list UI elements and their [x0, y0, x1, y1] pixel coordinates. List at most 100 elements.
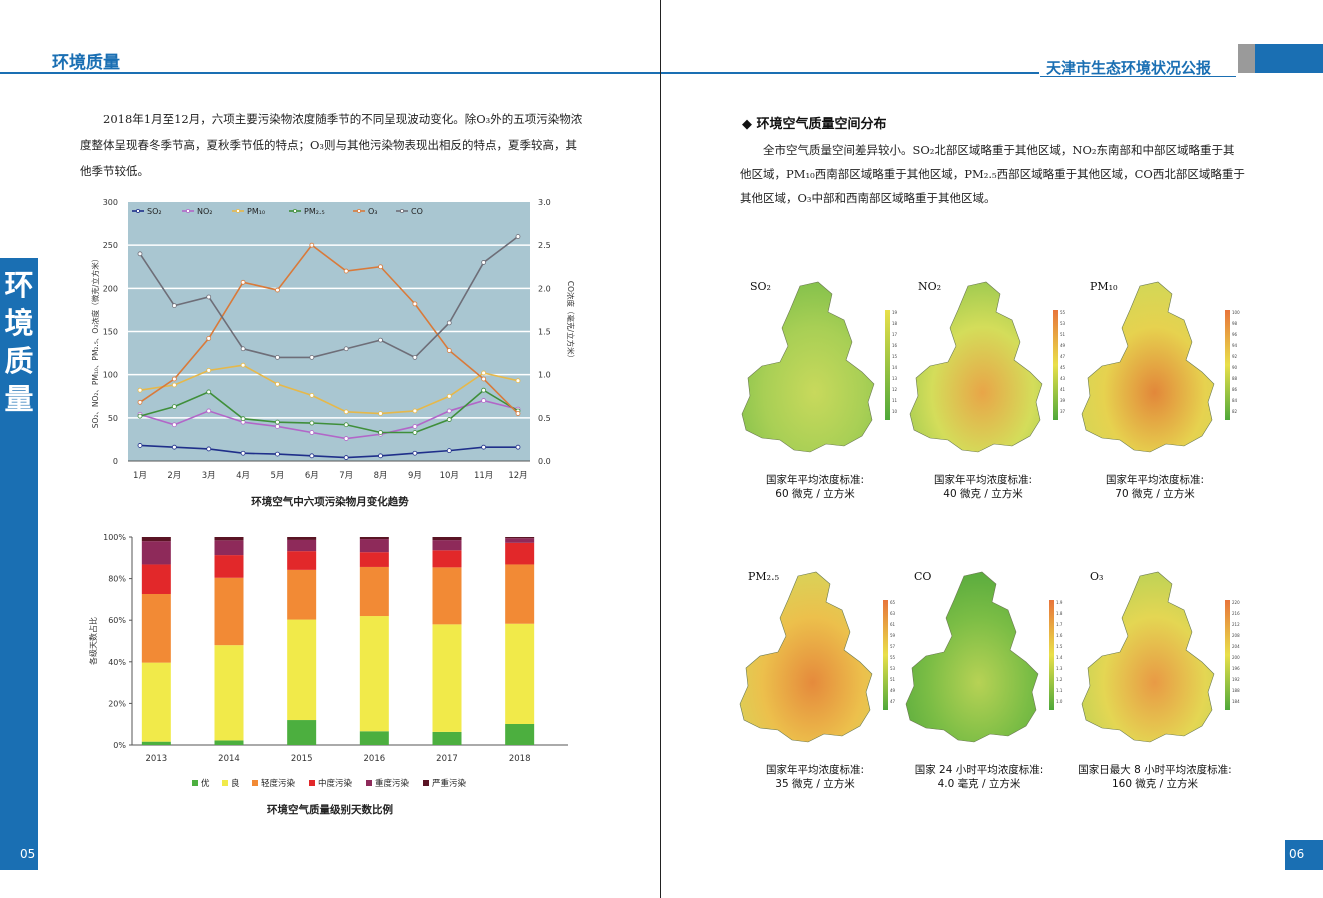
map-scale-tick: 55	[890, 655, 896, 660]
data-point	[309, 453, 315, 459]
data-point	[309, 392, 315, 398]
data-point	[137, 387, 143, 393]
header-rule-right-short	[1040, 76, 1236, 77]
y2-axis-title: CO浓度（毫克/立方米）	[566, 281, 576, 362]
bar-segment-优	[287, 720, 317, 745]
legend-swatch	[309, 780, 315, 786]
map-color-scale	[885, 310, 890, 420]
map-scale-tick: 204	[1232, 644, 1240, 649]
map-region	[909, 281, 1043, 453]
map-scale-tick: 188	[1232, 688, 1240, 693]
page-number-right-box	[1285, 840, 1323, 870]
y-tick-label: 80%	[108, 575, 126, 584]
x-tick-label: 7月	[339, 471, 353, 481]
data-point	[275, 419, 280, 425]
data-point	[343, 455, 349, 460]
map-scale-tick: 53	[890, 666, 896, 671]
data-point	[206, 367, 212, 373]
x-tick-label: 2016	[364, 754, 386, 764]
map-scale-tick: 45	[1060, 365, 1066, 370]
section-line-3: 其他区域，O₃中部和西南部区域略重于其他区域。	[740, 191, 996, 205]
map-standard-line1: 国家年平均浓度标准:	[765, 474, 865, 486]
data-point	[275, 354, 280, 360]
data-point	[206, 408, 212, 414]
map-scale-tick: 19	[892, 310, 898, 315]
bar-segment-良	[214, 645, 244, 741]
data-point	[343, 436, 349, 441]
map-pollutant-label: PM₂.₅	[748, 570, 779, 583]
map-scale-tick: 18	[892, 321, 898, 326]
y-tick-label: 300	[103, 198, 118, 207]
x-tick-label: 2017	[436, 754, 458, 764]
data-point	[309, 420, 315, 426]
map-standard-line1: 国家年平均浓度标准:	[1105, 474, 1205, 486]
map-pollutant-label: CO	[914, 570, 932, 583]
bar-segment-中度污染	[432, 550, 462, 568]
map-scale-tick: 59	[890, 633, 896, 638]
header-rule-right	[661, 72, 1039, 74]
map-region	[905, 571, 1039, 743]
data-point	[446, 448, 452, 454]
monthly-trend-line-chart: 0 0.0 50 0.5 100 1.0 150 1.5 200 2.0 250 2.5 300 3.0 1…	[90, 198, 576, 481]
data-point	[378, 430, 383, 435]
sidebar-band	[0, 258, 38, 870]
x-tick-label: 2018	[509, 754, 531, 764]
legend-marker	[235, 208, 240, 213]
map-shape	[905, 571, 1039, 743]
map-scale-tick: 49	[1060, 343, 1066, 348]
map-scale-tick: 1.4	[1056, 655, 1063, 660]
bar-segment-优	[141, 741, 171, 745]
bar-segment-轻度污染	[214, 577, 244, 646]
y2-tick-label: 1.5	[538, 328, 551, 337]
data-point	[481, 398, 487, 403]
data-point	[515, 378, 521, 384]
page-divider	[660, 0, 661, 898]
map-standard-line2: 70 微克 / 立方米	[1115, 488, 1195, 500]
y2-tick-label: 3.0	[538, 198, 551, 207]
map-scale-tick: 47	[890, 699, 896, 704]
data-point	[343, 268, 349, 274]
map-scale-tick: 63	[890, 611, 896, 616]
data-point	[515, 411, 521, 416]
legend-label: 中度污染	[318, 778, 353, 789]
bar-segment-严重污染	[214, 537, 244, 541]
map-standard-line2: 160 微克 / 立方米	[1111, 778, 1199, 790]
map-scale-tick: 1.5	[1056, 644, 1063, 649]
data-point	[343, 346, 349, 352]
data-point	[446, 393, 452, 399]
legend-label: CO	[411, 207, 423, 216]
map-scale-tick: 43	[1060, 376, 1066, 381]
map-scale-tick: 49	[890, 688, 896, 693]
map-standard-caption: 国家年平均浓度标准: 35 微克 / 立方米	[730, 763, 900, 791]
data-point	[171, 376, 177, 382]
data-point	[378, 411, 383, 416]
y-axis-title: SO₂、NO₂、PM₁₀、PM₂.₅、O₃浓度（微克/立方米）	[90, 255, 100, 429]
map-standard-line1: 国家年平均浓度标准:	[933, 474, 1033, 486]
section-title: ◆ 环境空气质量空间分布	[742, 117, 887, 132]
map-scale-tick: 57	[890, 644, 896, 649]
data-point	[309, 242, 315, 248]
x-tick-label: 6月	[305, 471, 319, 481]
map-pollutant-label: SO₂	[750, 280, 771, 293]
x-tick-label: 3月	[202, 471, 216, 481]
x-tick-label: 10月	[440, 471, 459, 481]
data-point	[412, 424, 418, 429]
map-scale-tick: 184	[1232, 699, 1240, 704]
bar-segment-重度污染	[214, 540, 244, 556]
series-line-SO₂	[139, 444, 518, 459]
bar-segment-良	[287, 619, 317, 721]
data-point	[137, 399, 143, 405]
x-tick-label: 1月	[133, 471, 147, 481]
section-line-1: 全市空气质量空间差异较小。SO₂北部区域略重于其他区域，NO₂东南部和中部区域略…	[763, 143, 1235, 157]
bar-segment-重度污染	[359, 539, 389, 553]
bar-segment-良	[505, 623, 535, 724]
map-scale-tick: 10	[892, 409, 898, 414]
data-point	[343, 409, 349, 415]
map-scale-tick: 1.9	[1056, 600, 1063, 605]
legend-label: 优	[201, 778, 210, 789]
map-scale-tick: 200	[1232, 655, 1240, 660]
data-point	[275, 424, 280, 429]
data-point	[481, 444, 487, 450]
map-standard-caption: 国家年平均浓度标准: 70 微克 / 立方米	[1070, 473, 1240, 501]
map-scale-tick: 12	[892, 387, 898, 392]
